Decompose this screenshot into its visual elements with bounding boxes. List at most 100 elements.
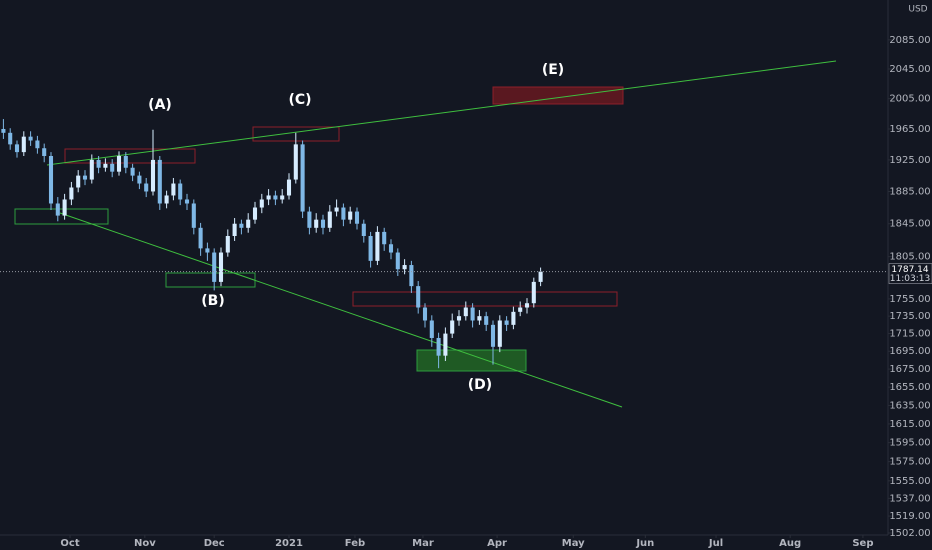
candle-body <box>511 311 516 325</box>
drawings <box>14 60 837 408</box>
candle-body <box>62 199 67 216</box>
y-tick-label: 1575.00 <box>889 457 930 468</box>
x-tick-label: Sep <box>852 538 873 549</box>
x-tick-label: Jul <box>708 538 723 549</box>
y-tick-label: 1695.00 <box>889 346 930 357</box>
wave-label: (C) <box>288 92 311 108</box>
candle-body <box>116 156 122 172</box>
candle-body <box>314 219 319 228</box>
candle-body <box>144 183 149 192</box>
candle-body <box>42 148 47 157</box>
candle-body <box>416 286 421 308</box>
candle-body <box>103 163 108 168</box>
candle-body <box>327 211 332 228</box>
currency: USD <box>908 5 927 15</box>
candle-body <box>55 203 60 216</box>
candle-body <box>477 316 482 321</box>
candle-body <box>375 231 380 261</box>
candle-body <box>1 128 6 133</box>
candle-body <box>470 307 475 321</box>
y-tick-label: 1502.00 <box>889 528 930 539</box>
candle-body <box>273 195 278 200</box>
candle-body <box>300 144 305 212</box>
candle-body <box>402 265 407 270</box>
candle-body <box>110 163 115 172</box>
x-tick-label: Dec <box>204 538 225 549</box>
candle-body <box>28 136 33 141</box>
candle-body <box>76 175 81 188</box>
candle-body <box>8 132 13 145</box>
candle-body <box>320 219 326 228</box>
candle-body <box>69 187 74 200</box>
y-tick-label: 1555.00 <box>889 476 930 487</box>
candle-body <box>246 219 251 228</box>
candle-body <box>164 195 169 204</box>
lower-trendline <box>59 212 623 408</box>
candle-body <box>538 271 543 282</box>
candle-body <box>280 195 285 200</box>
candle-body <box>82 175 88 180</box>
y-tick-label: 1635.00 <box>889 400 930 411</box>
support-box <box>14 208 109 225</box>
candle-body <box>409 265 414 287</box>
candle-body <box>490 324 496 347</box>
candle-body <box>123 156 128 168</box>
wave-label: (B) <box>201 293 224 309</box>
candle-body <box>484 316 489 325</box>
y-tick-label: 1715.00 <box>889 329 930 340</box>
last-price-label: 1787.14 <box>891 265 928 275</box>
candle-body <box>422 307 428 321</box>
y-tick-label: 1845.00 <box>889 219 930 230</box>
candle-body <box>89 159 94 180</box>
candle-body <box>524 303 530 308</box>
target-zone <box>492 86 624 105</box>
resistance-box <box>64 148 196 164</box>
countdown: 11:03:13 <box>890 274 930 284</box>
candle-body <box>450 320 455 334</box>
candle-body <box>497 320 502 347</box>
upper-trendline <box>46 60 837 166</box>
resistance-box <box>352 291 618 307</box>
x-tick-label: Mar <box>412 538 434 549</box>
candle-body <box>456 316 462 321</box>
y-tick-label: 1595.00 <box>889 438 930 449</box>
y-tick-label: 1615.00 <box>889 419 930 430</box>
candle-body <box>205 248 210 253</box>
candle-body <box>307 211 312 228</box>
candle-body <box>463 307 468 317</box>
candle-body <box>443 333 448 356</box>
candle-body <box>157 159 162 204</box>
candle-body <box>239 223 244 228</box>
candle-body <box>382 231 387 245</box>
candle-body <box>21 136 26 153</box>
x-tick-label: Apr <box>487 538 507 549</box>
candle-body <box>436 337 441 356</box>
y-tick-label: 2045.00 <box>889 64 930 75</box>
candle-body <box>252 207 258 220</box>
candle-body <box>388 244 394 253</box>
candle-body <box>198 227 203 249</box>
candle-body <box>171 183 176 196</box>
y-tick-label: 1965.00 <box>889 124 930 135</box>
y-tick-label: 1655.00 <box>889 382 930 393</box>
y-tick-label: 1755.00 <box>889 294 930 305</box>
y-tick-label: 2005.00 <box>889 94 930 105</box>
x-tick-label: Nov <box>134 538 156 549</box>
candles <box>1 119 543 369</box>
candle-body <box>35 140 40 149</box>
candle-body <box>218 252 224 282</box>
candle-body <box>178 183 183 200</box>
candle-body <box>395 252 400 270</box>
candle-body <box>48 156 54 204</box>
candle-body <box>334 207 339 212</box>
candle-body <box>191 203 196 228</box>
x-tick-label: Jun <box>635 538 654 549</box>
candle-body <box>266 195 271 200</box>
y-tick-label: 1519.00 <box>889 511 930 522</box>
y-tick-label: 2085.00 <box>889 35 930 46</box>
candle-body <box>150 159 156 192</box>
candle-body <box>259 199 264 208</box>
